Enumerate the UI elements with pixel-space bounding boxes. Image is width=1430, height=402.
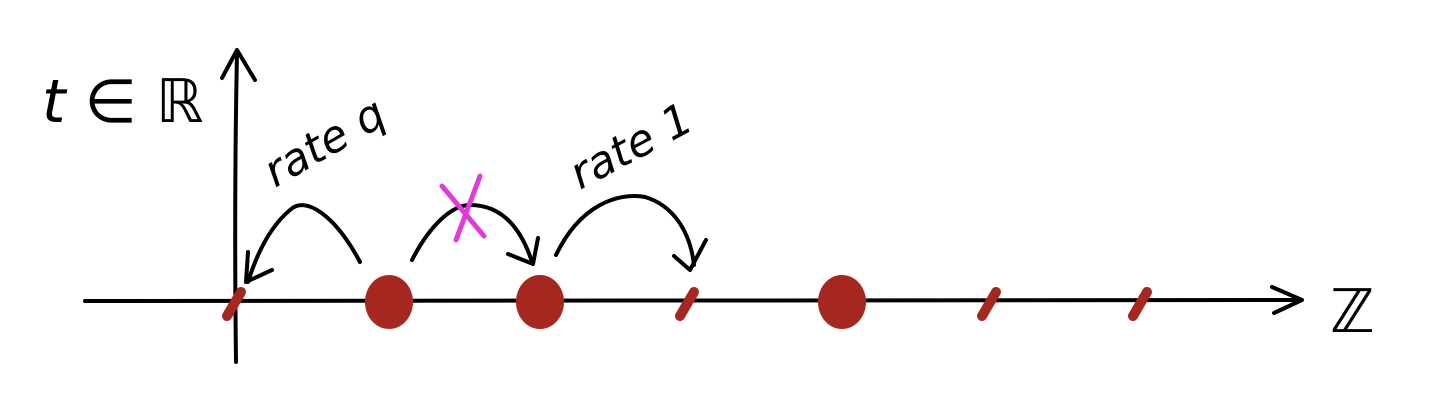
time-axis-line — [233, 50, 239, 364]
left-jump-arrowhead — [244, 250, 274, 284]
z-axis-arrowhead — [1270, 285, 1304, 315]
right-jump-rate-label: rate 1 — [561, 93, 701, 200]
time-axis-arrowhead — [220, 48, 257, 82]
right-jump-arrow — [554, 194, 696, 267]
particle-site-4 — [818, 275, 866, 329]
left-jump-arrow — [246, 203, 362, 284]
particle-site-2 — [516, 275, 564, 329]
space-axis-label: ℤ — [1330, 277, 1375, 347]
blocked-jump-arrow — [410, 203, 534, 264]
empty-site-6 — [1128, 287, 1152, 321]
empty-site-0 — [222, 287, 246, 321]
time-axis-label: t ∈ ℝ — [42, 67, 203, 137]
particle-site-1 — [365, 275, 413, 329]
blocked-cross-icon — [439, 173, 487, 243]
empty-site-5 — [977, 287, 1001, 321]
z-axis-line — [83, 297, 1302, 303]
blocked-jump-arrowhead — [506, 236, 540, 266]
empty-site-3 — [675, 287, 699, 321]
right-jump-arrowhead — [672, 238, 708, 272]
lattice-sites — [222, 275, 1152, 329]
left-jump-rate-label: rate q — [255, 88, 394, 198]
